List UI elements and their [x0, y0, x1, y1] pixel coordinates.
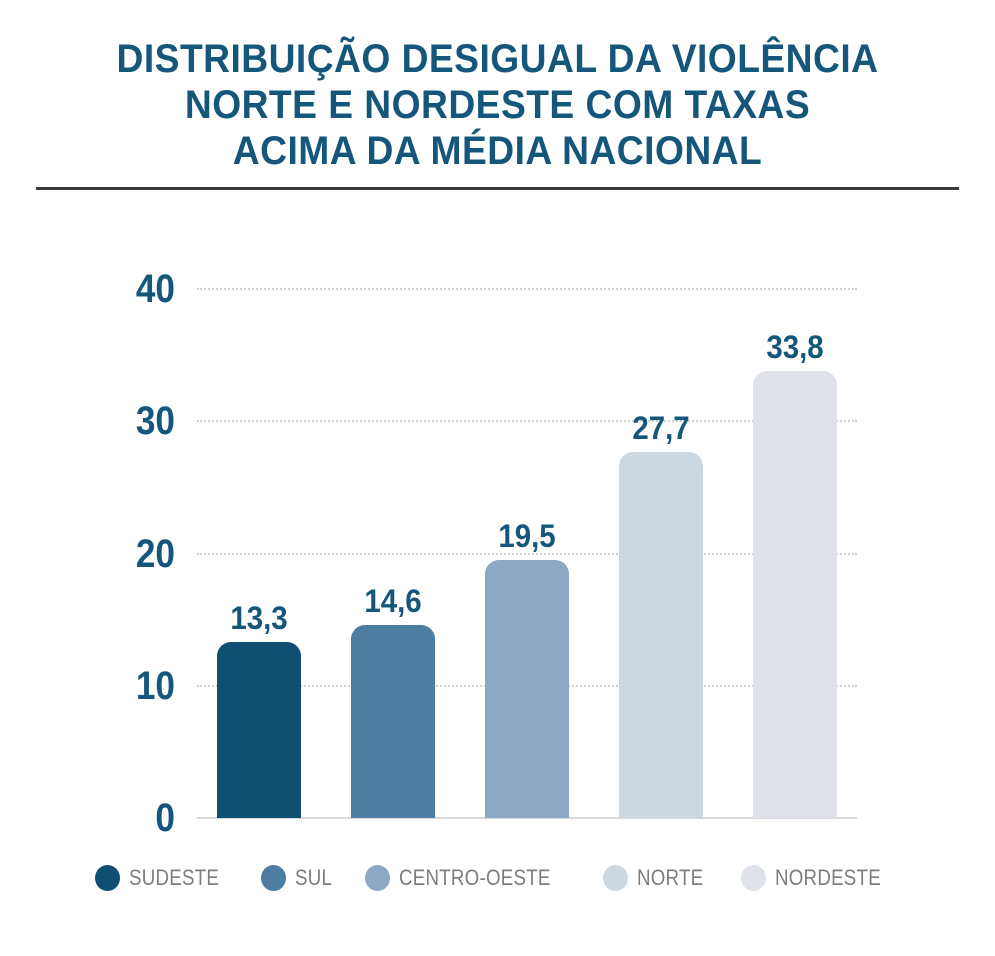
chart-legend: SUDESTE SUL CENTRO-OESTE NORTE NORDESTE	[0, 856, 995, 900]
bar-centro-oeste	[484, 560, 569, 818]
bar-sul	[350, 624, 435, 818]
legend-circle-icon-centro-oeste	[364, 865, 390, 891]
legend-label-norte: NORTE	[637, 865, 704, 890]
gridline-40	[197, 288, 857, 290]
y-axis-tick-label-20: 20	[135, 531, 175, 576]
bar-sudeste	[216, 642, 301, 818]
legend-item-sul: SUL	[261, 865, 339, 891]
legend-circle-icon-nordeste	[741, 865, 767, 891]
legend-circle-icon-sul	[261, 865, 287, 891]
title-line-1: DISTRIBUIÇÃO DESIGUAL DA VIOLÊNCIA	[116, 37, 879, 81]
value-label-sul: 14,6	[363, 582, 422, 619]
legend-circle-icon-sudeste	[95, 865, 121, 891]
legend-item-centro-oeste: CENTRO-OESTE	[364, 865, 577, 891]
y-axis-tick-label-30: 30	[135, 399, 175, 444]
legend-item-nordeste: NORDESTE	[741, 865, 900, 891]
gridline-30	[197, 420, 857, 423]
value-label-centro-oeste: 19,5	[497, 518, 556, 555]
legend-label-sul: SUL	[295, 865, 333, 890]
y-axis-tick-label-40: 40	[135, 267, 175, 311]
title-divider-rule	[36, 187, 959, 190]
legend-label-nordeste: NORDESTE	[775, 865, 882, 890]
title-line-2: NORTE E NORDESTE COM TAXAS	[184, 83, 811, 127]
y-axis-tick-label-10: 10	[135, 663, 175, 708]
title-line-3: ACIMA DA MÉDIA NACIONAL	[232, 129, 763, 173]
legend-item-sudeste: SUDESTE	[95, 865, 235, 891]
bar-norte	[618, 451, 703, 818]
value-label-nordeste: 33,8	[765, 328, 824, 365]
y-axis-tick-label-0: 0	[155, 796, 175, 840]
value-label-norte: 27,7	[631, 409, 690, 446]
bar-nordeste	[752, 370, 837, 818]
chart-title: DISTRIBUIÇÃO DESIGUAL DA VIOLÊNCIA NORTE…	[0, 36, 995, 174]
gridline-0	[197, 817, 857, 819]
legend-label-sudeste: SUDESTE	[129, 865, 220, 890]
legend-label-centro-oeste: CENTRO-OESTE	[398, 865, 551, 890]
legend-circle-icon-norte	[603, 865, 629, 891]
legend-item-norte: NORTE	[603, 865, 715, 891]
gridline-20	[197, 552, 857, 555]
value-label-sudeste: 13,3	[229, 600, 288, 637]
